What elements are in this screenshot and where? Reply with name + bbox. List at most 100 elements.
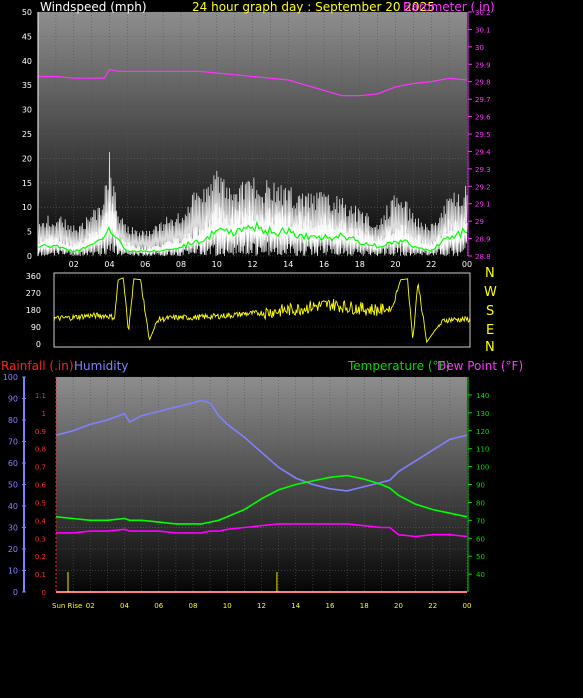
- barometer-axis-label: Barometer ( in): [403, 0, 495, 14]
- temperature-tick-label: 60: [476, 535, 485, 543]
- barometer-tick-label: 30: [475, 44, 484, 52]
- temperature-axis-label: Temperature (°F): [347, 359, 450, 373]
- rainfall-tick-label: 0.5: [35, 499, 46, 507]
- direction-tick-label: 0: [36, 340, 41, 349]
- windspeed-tick-label: 15: [22, 179, 32, 188]
- rainfall-tick-label: 1: [42, 410, 46, 418]
- rainfall-tick-label: 0.9: [35, 428, 46, 436]
- barometer-tick-label: 29: [475, 218, 484, 226]
- windspeed-line: [37, 200, 468, 257]
- temperature-tick-label: 120: [476, 428, 489, 436]
- windspeed-tick-label: 20: [22, 154, 32, 163]
- windspeed-tick-label: 30: [22, 106, 32, 115]
- wind-x-tick-label: 22: [426, 260, 436, 269]
- wind-x-tick-label: 04: [104, 260, 114, 269]
- windspeed-tick-label: 40: [22, 57, 32, 66]
- barometer-tick-label: 30.1: [475, 26, 491, 34]
- rain-x-tick-label: 06: [154, 602, 163, 610]
- wind-x-tick-label: 12: [247, 260, 257, 269]
- wind-direction-line: [53, 277, 471, 344]
- sunrise-label: Sun Rise: [52, 602, 82, 610]
- humidity-tick-label: 0: [13, 588, 18, 597]
- wind-x-tick-label: 14: [283, 260, 293, 269]
- rainfall-tick-label: 0.3: [35, 535, 46, 543]
- rainfall-tick-label: 0.7: [35, 464, 46, 472]
- rain-humidity-temp-axes: 010203040506070809010000.10.20.30.40.50.…: [3, 373, 490, 610]
- direction-gridlines: [54, 275, 470, 345]
- wind-series: [37, 68, 468, 257]
- rain-x-tick-label: 00: [463, 602, 472, 610]
- rainfall-tick-label: 0.6: [35, 482, 47, 490]
- barometer-line: [38, 68, 468, 97]
- windspeed-tick-label: 50: [22, 8, 32, 17]
- wind-x-tick-label: 16: [319, 260, 329, 269]
- direction-frame: [53, 272, 471, 348]
- rainfall-tick-label: 0.1: [35, 571, 46, 579]
- rain-x-tick-label: 16: [326, 602, 335, 610]
- gust-line: [37, 151, 468, 257]
- rainfall-tick-label: 0.2: [35, 553, 46, 561]
- wind-x-tick-label: 02: [69, 260, 79, 269]
- windspeed-tick-label: 5: [27, 228, 32, 237]
- rain-x-tick-label: 04: [120, 602, 129, 610]
- compass-label-e: E: [486, 323, 494, 338]
- barometer-tick-label: 28.8: [475, 253, 491, 261]
- barometer-tick-label: 29.1: [475, 201, 491, 209]
- rain-x-tick-label: 22: [428, 602, 437, 610]
- wind-x-tick-label: 06: [140, 260, 150, 269]
- compass-label-n-bottom: N: [485, 340, 495, 355]
- direction-tick-label: 270: [26, 289, 41, 298]
- compass-label-w: W: [484, 285, 497, 300]
- wind-x-tick-label: 08: [176, 260, 186, 269]
- rain-humidity-temp-plot-area: [56, 377, 467, 592]
- humidity-tick-label: 40: [8, 502, 18, 511]
- temperature-tick-label: 80: [476, 499, 485, 507]
- rain-humidity-temp-gridlines: [56, 376, 468, 593]
- rainfall-tick-label: 0.8: [35, 446, 46, 454]
- rain-x-tick-label: 14: [291, 602, 300, 610]
- barometer-tick-label: 29.3: [475, 166, 491, 174]
- dewpoint-axis-label: Dew Point (°F): [437, 359, 523, 373]
- chart-title: 24 hour graph day : September 20 2025: [192, 0, 435, 14]
- windspeed-axis-label: Windspeed (mph): [40, 0, 147, 14]
- temperature-tick-label: 100: [476, 464, 489, 472]
- humidity-tick-label: 50: [8, 481, 18, 490]
- wind-x-tick-label: 18: [355, 260, 365, 269]
- barometer-tick-label: 29.5: [475, 131, 491, 139]
- rain-x-tick-label: 08: [189, 602, 198, 610]
- wind-axes: 0 5 10 15 20 25 30 35 40 45 50 28.8 28.9 29 29.1 29.2 29…: [22, 8, 491, 269]
- temperature-tick-label: 130: [476, 410, 489, 418]
- temperature-tick-label: 90: [476, 482, 485, 490]
- rain-x-tick-label: 20: [394, 602, 403, 610]
- direction-axes: 0 90 180 270 360: [26, 272, 471, 349]
- barometer-tick-label: 29.4: [475, 148, 491, 156]
- humidity-tick-label: 60: [8, 459, 18, 468]
- rainfall-axis-label: Rainfall (.in): [1, 359, 74, 373]
- barometer-tick-label: 30.2: [475, 9, 491, 17]
- windspeed-tick-label: 25: [22, 130, 32, 139]
- rainfall-tick-label: 1.1: [35, 392, 46, 400]
- direction-series: [53, 277, 471, 344]
- temperature-tick-label: 110: [476, 446, 489, 454]
- dewpoint-line: [56, 523, 468, 538]
- compass-labels: N W S E N: [484, 266, 497, 355]
- rain-x-tick-label: 18: [360, 602, 369, 610]
- rainfall-tick-label: 0: [42, 589, 46, 597]
- humidity-axis-label: Humidity: [74, 359, 128, 373]
- humidity-tick-label: 10: [8, 567, 18, 576]
- windspeed-tick-label: 0: [27, 252, 32, 261]
- temperature-tick-label: 70: [476, 517, 485, 525]
- direction-tick-label: 180: [26, 306, 41, 315]
- windspeed-tick-label: 45: [22, 32, 32, 41]
- humidity-tick-label: 100: [3, 373, 18, 382]
- temperature-line: [55, 474, 468, 525]
- humidity-tick-label: 90: [8, 395, 18, 404]
- rain-x-tick-label: 12: [257, 602, 266, 610]
- average-wind-line: [37, 220, 468, 253]
- humidity-tick-label: 20: [8, 545, 18, 554]
- rain-x-tick-label: 10: [223, 602, 232, 610]
- temperature-tick-label: 40: [476, 571, 485, 579]
- compass-label-n-top: N: [485, 266, 495, 281]
- direction-tick-label: 90: [31, 323, 41, 332]
- wind-x-tick-label: 20: [390, 260, 400, 269]
